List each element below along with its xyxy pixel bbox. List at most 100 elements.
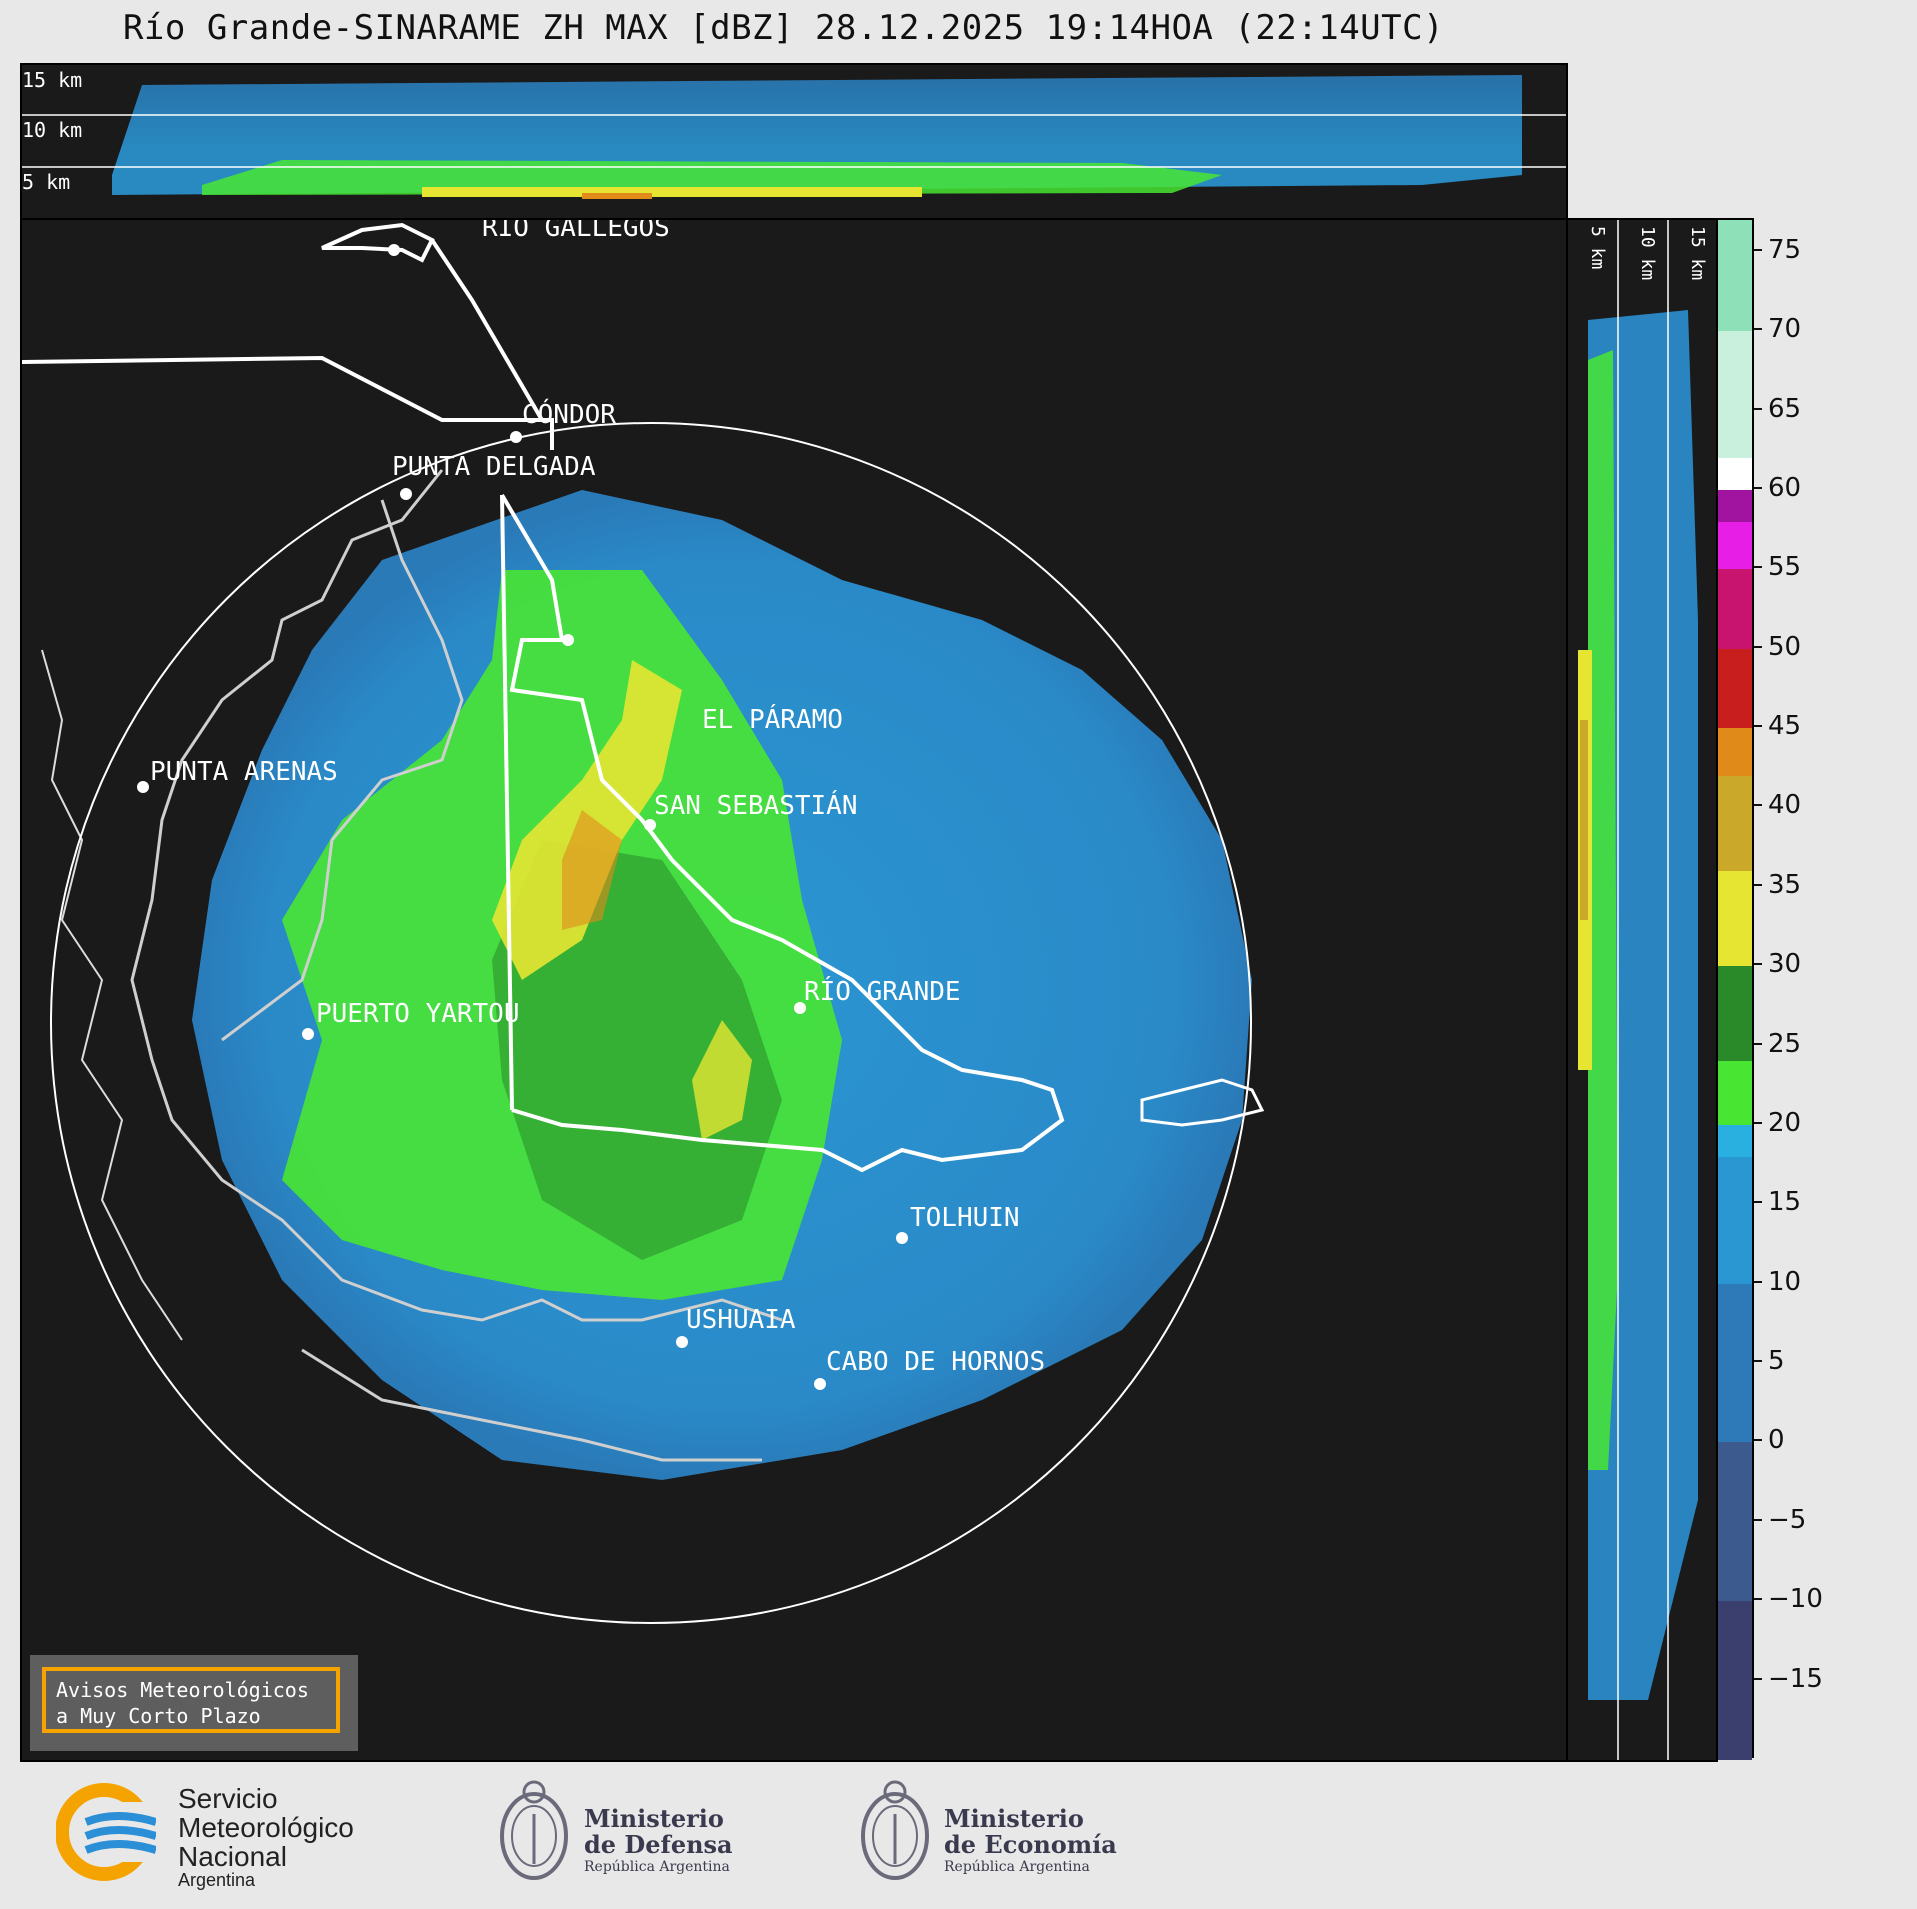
colorbar-band	[1718, 1061, 1752, 1125]
range-ring	[50, 422, 1252, 1624]
colorbar-band	[1718, 1156, 1752, 1284]
coast-east-islands	[1140, 1078, 1265, 1127]
smn-line-1: Servicio	[178, 1783, 278, 1814]
defensa-line-3: República Argentina	[584, 1859, 730, 1875]
border-line-meridian	[500, 494, 514, 1111]
top-echo-green	[202, 160, 1222, 195]
radar-map[interactable]: RÍO GALLEGOS CÓNDOR PUNTA DELGADA PUNTA …	[20, 218, 1568, 1762]
colorbar-band	[1718, 1601, 1752, 1760]
badge-line-2: a Muy Corto Plazo	[56, 1704, 261, 1728]
colorbar-tick-label: 5	[1768, 1346, 1785, 1377]
colorbar-band	[1718, 1124, 1752, 1157]
colorbar-tick-label: 40	[1768, 790, 1802, 821]
city-label-rio-grande: RÍO GRANDE	[804, 975, 961, 1007]
echo-yellow-core-2	[692, 1020, 752, 1140]
colorbar-tick	[1754, 883, 1762, 886]
economia-line-1: Ministerio	[944, 1804, 1084, 1833]
colorbar-band	[1718, 331, 1752, 459]
colorbar-tick	[1754, 1439, 1762, 1442]
colorbar-band	[1718, 569, 1752, 649]
colorbar-tick	[1754, 248, 1762, 251]
coast-grey-south	[301, 1348, 762, 1462]
colorbar-tick-label: 30	[1768, 949, 1802, 980]
city-dot-san-sebastian[interactable]	[644, 819, 656, 831]
smn-logo-icon	[56, 1783, 156, 1881]
city-label-condor: CÓNDOR	[522, 398, 616, 430]
colorbar-tick-label: 20	[1768, 1107, 1802, 1138]
top-height-panel: 15 km 10 km 5 km	[20, 63, 1568, 221]
city-dot-punta-arenas[interactable]	[137, 781, 149, 793]
colorbar-tick-label: 55	[1768, 552, 1802, 583]
colorbar-tick	[1754, 1598, 1762, 1601]
city-label-puerto-yartou: PUERTO YARTOU	[316, 999, 520, 1029]
city-dot-ushuaia[interactable]	[676, 1336, 688, 1348]
top-echo-yellow	[422, 187, 922, 197]
colorbar-tick	[1754, 328, 1762, 331]
coast-grey-west	[130, 469, 783, 1322]
colorbar-band	[1718, 1283, 1752, 1443]
colorbar-tick	[1754, 407, 1762, 410]
radar-map-svg: RÍO GALLEGOS CÓNDOR PUNTA DELGADA PUNTA …	[22, 220, 1265, 1624]
colorbar-band	[1718, 220, 1752, 332]
smn-line-3: Nacional	[178, 1841, 287, 1872]
city-dot-cabo-de-hornos[interactable]	[814, 1378, 826, 1390]
city-label-tolhuin: TOLHUIN	[910, 1203, 1020, 1233]
colorbar-tick	[1754, 1280, 1762, 1283]
colorbar-tick-label: −15	[1768, 1663, 1823, 1694]
smn-logo-text: Servicio Meteorológico Nacional Argentin…	[178, 1784, 354, 1889]
city-dot-rio-grande[interactable]	[794, 1002, 806, 1014]
smn-line-2: Meteorológico	[178, 1812, 354, 1843]
colorbar-tick	[1754, 804, 1762, 807]
colorbar-band	[1718, 1442, 1752, 1602]
colorbar-tick-label: 50	[1768, 631, 1802, 662]
city-dot-rio-gallegos[interactable]	[388, 244, 400, 256]
city-dot-tolhuin[interactable]	[896, 1232, 908, 1244]
city-label-punta-delgada: PUNTA DELGADA	[392, 452, 596, 482]
colorbar-tick	[1754, 645, 1762, 648]
colorbar-tick	[1754, 1042, 1762, 1045]
defensa-seal-icon	[500, 1780, 568, 1880]
colorbar-band	[1718, 489, 1752, 522]
warnings-badge-frame: Avisos Meteorológicos a Muy Corto Plazo	[42, 1667, 340, 1733]
colorbar-band	[1718, 521, 1752, 570]
top-echo-red	[582, 193, 652, 199]
colorbar-band	[1718, 728, 1752, 776]
badge-line-1: Avisos Meteorológicos	[56, 1678, 309, 1702]
side-label-5km: 5 km	[1587, 226, 1608, 269]
city-label-rio-gallegos: RÍO GALLEGOS	[482, 220, 670, 243]
warnings-badge[interactable]: Avisos Meteorológicos a Muy Corto Plazo	[30, 1655, 358, 1751]
top-section-svg: 15 km 10 km 5 km	[22, 68, 1566, 199]
economia-seal-icon	[861, 1780, 929, 1880]
city-dot-puerto-yartou[interactable]	[302, 1028, 314, 1040]
economia-line-2: de Economía	[944, 1830, 1117, 1859]
top-label-15km: 15 km	[22, 68, 82, 92]
city-label-punta-arenas: PUNTA ARENAS	[150, 757, 338, 787]
colorbar-tick-label: −5	[1768, 1504, 1807, 1535]
smn-line-4: Argentina	[178, 1870, 256, 1890]
city-dot-el-paramo[interactable]	[562, 634, 574, 646]
city-dot-condor[interactable]	[510, 431, 522, 443]
side-label-15km: 15 km	[1687, 226, 1708, 280]
colorbar-band	[1718, 870, 1752, 967]
city-dot-punta-delgada[interactable]	[400, 488, 412, 500]
colorbar-tick-label: 45	[1768, 711, 1802, 742]
colorbar-tick-label: 70	[1768, 314, 1802, 345]
colorbar-tick	[1754, 566, 1762, 569]
defensa-line-2: de Defensa	[584, 1830, 733, 1859]
side-echo-blue	[1588, 310, 1698, 1700]
colorbar-band	[1718, 966, 1752, 1062]
city-label-cabo-de-hornos: CABO DE HORNOS	[826, 1347, 1045, 1377]
border-line-north	[22, 355, 554, 450]
colorbar-tick	[1754, 1360, 1762, 1363]
colorbar-tick	[1754, 486, 1762, 489]
colorbar	[1716, 218, 1754, 1760]
colorbar-tick-label: 60	[1768, 472, 1802, 503]
colorbar-tick	[1754, 1121, 1762, 1124]
echo-orange-core	[562, 810, 622, 930]
colorbar-tick-label: 10	[1768, 1266, 1802, 1297]
coast-grey-far-west	[41, 649, 183, 1341]
colorbar-tick-label: 25	[1768, 1028, 1802, 1059]
city-label-el-paramo: EL PÁRAMO	[702, 703, 843, 735]
page-title: Río Grande-SINARAME ZH MAX [dBZ] 28.12.2…	[122, 8, 1445, 48]
colorbar-tick-label: 75	[1768, 234, 1802, 265]
